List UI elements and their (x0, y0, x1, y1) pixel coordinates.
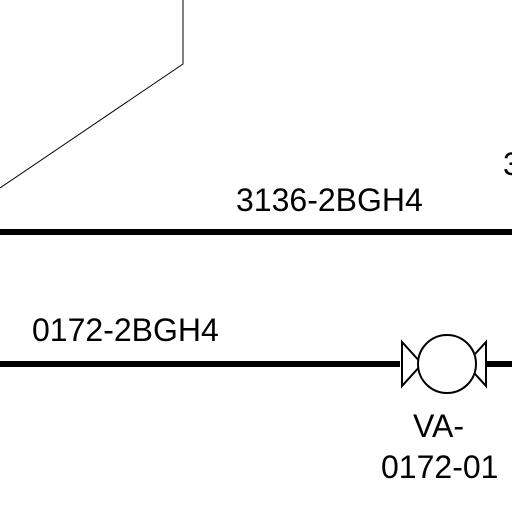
outline-edge (0, 0, 184, 189)
line-label-lower: 0172-2BGH4 (32, 312, 219, 348)
valve-symbol (401, 334, 487, 394)
valve-tag-line2: 0172-01 (381, 449, 498, 485)
line-label-upper: 3136-2BGH4 (236, 182, 423, 218)
valve-body-left (401, 339, 424, 389)
edge-fragment-label: 3 (503, 146, 512, 182)
valve-actuator-circle (417, 334, 477, 394)
valve-tag-line1: VA- (413, 408, 464, 444)
